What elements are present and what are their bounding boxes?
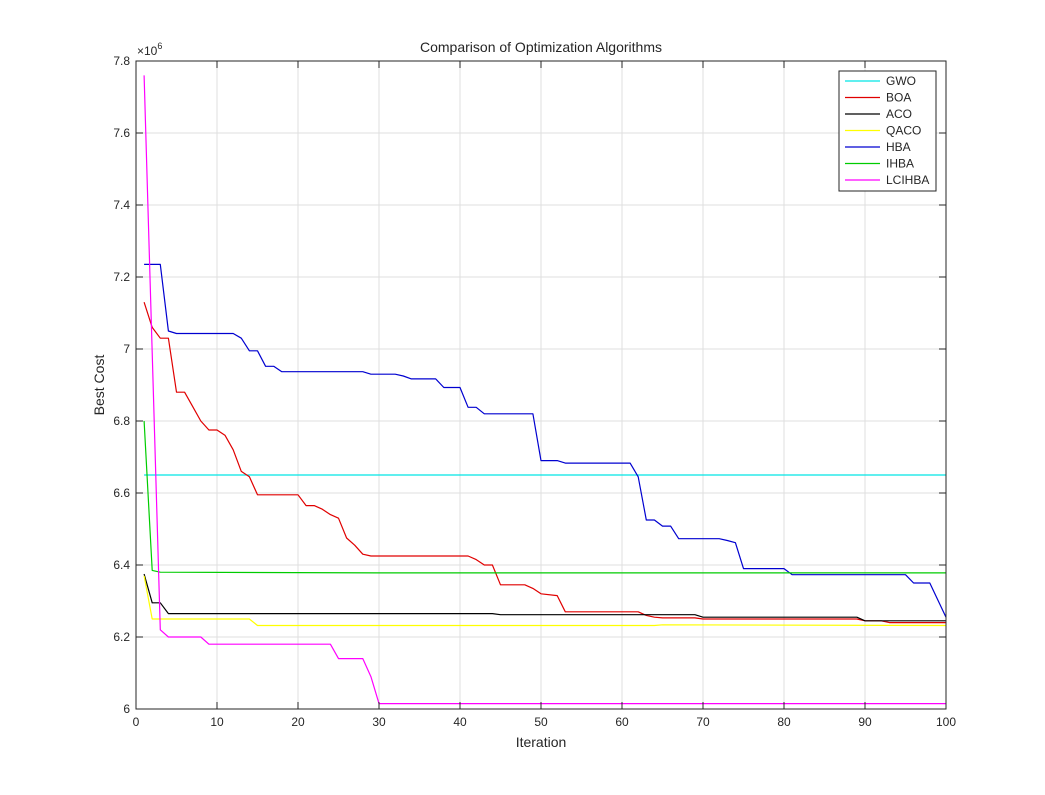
series-line-ihba [143, 420, 946, 574]
legend-label-qaco: QACO [886, 124, 921, 138]
y-axis-title: Best Cost [91, 355, 107, 416]
y-axis: 6 6.2 6.4 6.6 6.8 7 7.2 7.4 7.6 7.8 [113, 54, 946, 716]
x-axis: 0 10 20 30 40 50 60 70 80 90 100 [133, 61, 956, 729]
y-multiplier: ×106 [137, 41, 162, 58]
series-line-hba [144, 263, 947, 618]
legend-label-boa: BOA [886, 91, 911, 105]
x-tick-label: 100 [936, 715, 956, 729]
y-tick-label: 7.4 [113, 198, 130, 212]
y-tick-label: 7.6 [113, 126, 130, 140]
x-tick-label: 0 [133, 715, 140, 729]
legend-label-gwo: GWO [886, 74, 916, 88]
x-tick-label: 90 [858, 715, 872, 729]
x-tick-label: 10 [210, 715, 224, 729]
y-tick-label: 6 [123, 702, 130, 716]
legend-label-lcihba: LCIHBA [886, 173, 929, 187]
series-line-qaco [143, 575, 947, 627]
y-multiplier-exponent: 6 [157, 41, 162, 51]
y-tick-label: 6.2 [113, 630, 130, 644]
legend-label-ihba: IHBA [886, 157, 914, 171]
legend-label-hba: HBA [886, 140, 911, 154]
x-tick-label: 30 [372, 715, 386, 729]
x-axis-title: Iteration [516, 734, 567, 750]
y-tick-label: 7 [123, 342, 130, 356]
chart-title: Comparison of Optimization Algorithms [420, 39, 662, 55]
x-tick-label: 50 [534, 715, 548, 729]
series-layer [143, 75, 947, 705]
x-tick-label: 40 [453, 715, 467, 729]
y-tick-label: 6.8 [113, 414, 130, 428]
legend-label-aco: ACO [886, 107, 912, 121]
series-line-lcihba [143, 75, 946, 705]
series-line-aco [143, 573, 946, 622]
x-tick-label: 20 [291, 715, 305, 729]
x-tick-label: 80 [777, 715, 791, 729]
y-tick-label: 7.2 [113, 270, 130, 284]
legend: GWO BOA ACO QACO HBA IHBA LCIHBA [838, 70, 937, 192]
x-tick-label: 60 [615, 715, 629, 729]
y-tick-label: 7.8 [113, 54, 130, 68]
y-tick-label: 6.4 [113, 558, 130, 572]
y-tick-label: 6.6 [113, 486, 130, 500]
series-line-boa [143, 302, 946, 624]
x-tick-label: 70 [696, 715, 710, 729]
